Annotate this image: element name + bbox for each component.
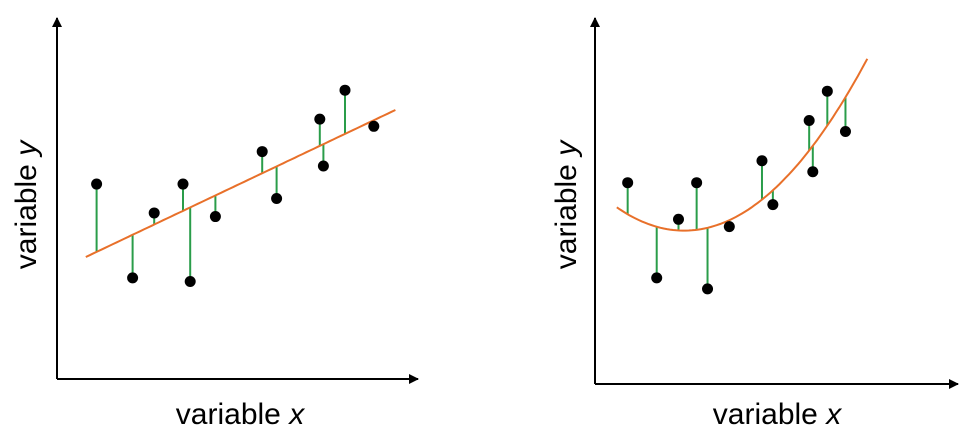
data-point	[756, 155, 768, 167]
data-point	[209, 211, 221, 223]
data-point	[839, 125, 851, 137]
data-point	[767, 199, 779, 211]
data-point	[271, 193, 283, 204]
data-points	[91, 84, 380, 288]
data-point	[368, 120, 380, 132]
data-point	[256, 146, 268, 158]
data-point	[803, 114, 815, 126]
x-axis-label: variable x	[176, 398, 305, 431]
data-point	[177, 178, 189, 190]
linear-fit-panel: variable x variable y	[10, 17, 419, 431]
fit-line	[616, 58, 869, 232]
data-point	[339, 84, 351, 96]
residual-lines	[626, 91, 847, 289]
data-point	[651, 272, 663, 284]
data-point	[702, 283, 714, 295]
y-axis-label: variable y	[550, 139, 583, 269]
data-point	[672, 213, 684, 225]
data-point	[91, 178, 103, 190]
fit-line-group	[85, 109, 396, 258]
data-point	[807, 166, 819, 178]
data-point	[691, 177, 703, 189]
data-points	[622, 85, 851, 295]
data-point	[622, 177, 634, 189]
data-point	[314, 113, 326, 125]
fit-line-group	[616, 58, 869, 232]
x-axis-label: variable x	[713, 398, 842, 431]
y-axis-label: variable y	[10, 139, 43, 269]
data-point	[821, 85, 833, 97]
fit-line	[85, 109, 396, 258]
quadratic-fit-panel: variable x variable y	[550, 17, 959, 431]
data-point	[184, 276, 196, 288]
data-point	[723, 221, 735, 233]
data-point	[127, 272, 139, 284]
data-point	[317, 160, 329, 172]
data-point	[148, 207, 160, 219]
